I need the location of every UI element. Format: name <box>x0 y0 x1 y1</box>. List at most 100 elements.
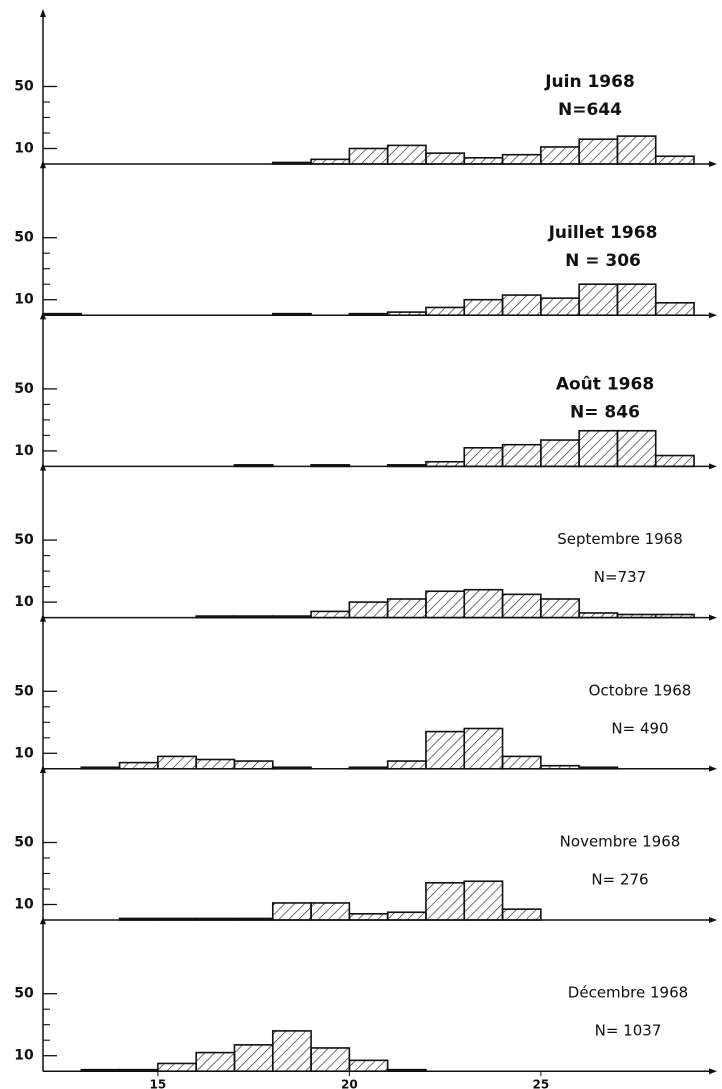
bar <box>118 761 159 770</box>
bar <box>540 439 580 468</box>
panel-title: Juin 1968 <box>544 72 635 92</box>
bar <box>271 312 312 316</box>
x-axis-arrow <box>709 312 717 319</box>
bar <box>310 158 351 165</box>
sample-size: N= 846 <box>570 402 640 422</box>
y-tick-label: 10 <box>14 594 34 610</box>
y-axis-arrow <box>40 916 46 925</box>
bar <box>463 298 504 317</box>
panel-title: Novembre 1968 <box>560 833 681 851</box>
bar <box>233 760 274 770</box>
bar <box>578 138 619 165</box>
bar <box>233 615 274 619</box>
y-tick-label: 10 <box>14 745 34 761</box>
bar <box>118 1068 159 1073</box>
bar <box>233 1044 274 1072</box>
x-axis-arrow <box>709 765 717 772</box>
bar <box>463 588 504 619</box>
bar <box>425 152 466 165</box>
bar <box>271 1030 312 1073</box>
panel-title: Octobre 1968 <box>589 681 692 699</box>
bar <box>233 464 274 468</box>
sample-size: N=644 <box>558 100 622 120</box>
bar <box>425 306 466 317</box>
bar <box>616 283 657 317</box>
y-tick-label: 50 <box>14 532 34 548</box>
y-tick-label: 10 <box>14 141 34 157</box>
y-tick-label: 50 <box>14 230 34 246</box>
bar <box>80 766 121 770</box>
bar <box>80 1068 121 1073</box>
bar <box>616 429 657 468</box>
bar <box>540 764 580 770</box>
bar <box>578 283 619 317</box>
bar <box>501 443 542 468</box>
bar <box>157 917 197 921</box>
y-tick-label: 10 <box>14 292 34 308</box>
x-tick-label: 20 <box>341 1078 358 1089</box>
bar <box>425 730 466 770</box>
bar <box>195 758 236 770</box>
x-axis-arrow <box>709 463 717 470</box>
bar <box>654 301 695 316</box>
bar <box>195 917 236 921</box>
y-tick-label: 50 <box>14 986 34 1002</box>
bar <box>501 153 542 165</box>
y-axis-arrow <box>40 462 46 471</box>
y-tick-label: 10 <box>14 443 34 459</box>
bar <box>310 610 351 619</box>
bar <box>463 446 504 468</box>
bar <box>578 429 619 468</box>
y-tick-label: 10 <box>14 1048 34 1064</box>
bar <box>271 615 312 619</box>
bar <box>578 766 619 770</box>
bar <box>118 917 159 921</box>
y-tick-label: 50 <box>14 381 34 397</box>
bar <box>501 294 542 316</box>
bar <box>386 760 427 770</box>
bar <box>386 144 427 165</box>
bar <box>501 593 542 619</box>
bar <box>348 601 389 619</box>
x-axis-arrow <box>709 1068 717 1075</box>
bar <box>386 911 427 921</box>
y-tick-label: 50 <box>14 79 34 95</box>
y-axis-arrow <box>40 160 46 169</box>
bar <box>616 135 657 165</box>
bar <box>578 612 619 619</box>
y-axis-arrow <box>40 765 46 773</box>
y-tick-label: 10 <box>14 897 34 913</box>
x-tick-label: 25 <box>532 1078 549 1089</box>
bar <box>195 615 236 619</box>
bar <box>42 312 83 316</box>
bar <box>540 598 580 619</box>
bar <box>271 161 312 165</box>
bar <box>654 613 695 619</box>
bar <box>463 727 504 770</box>
bar <box>386 464 427 468</box>
bar <box>616 613 657 619</box>
sample-size: N= 490 <box>611 719 668 737</box>
bar <box>425 590 466 619</box>
x-tick-label: 15 <box>150 1078 167 1089</box>
bar <box>348 147 389 165</box>
bar <box>348 1059 389 1072</box>
x-axis-arrow <box>709 161 717 167</box>
y-axis-arrow <box>40 311 46 320</box>
bar <box>348 766 389 770</box>
x-axis-arrow <box>709 917 717 923</box>
bar <box>271 902 312 921</box>
bar <box>463 157 504 165</box>
bar <box>501 755 542 770</box>
panel-title: Septembre 1968 <box>557 530 683 548</box>
bar <box>654 454 695 468</box>
bar <box>540 146 580 165</box>
panel-title: Décembre 1968 <box>568 984 688 1002</box>
bar <box>310 1047 351 1072</box>
panel-title: Août 1968 <box>556 374 654 394</box>
bar <box>501 908 542 921</box>
bar <box>386 598 427 619</box>
bar <box>540 297 580 316</box>
y-tick-label: 50 <box>14 683 34 699</box>
